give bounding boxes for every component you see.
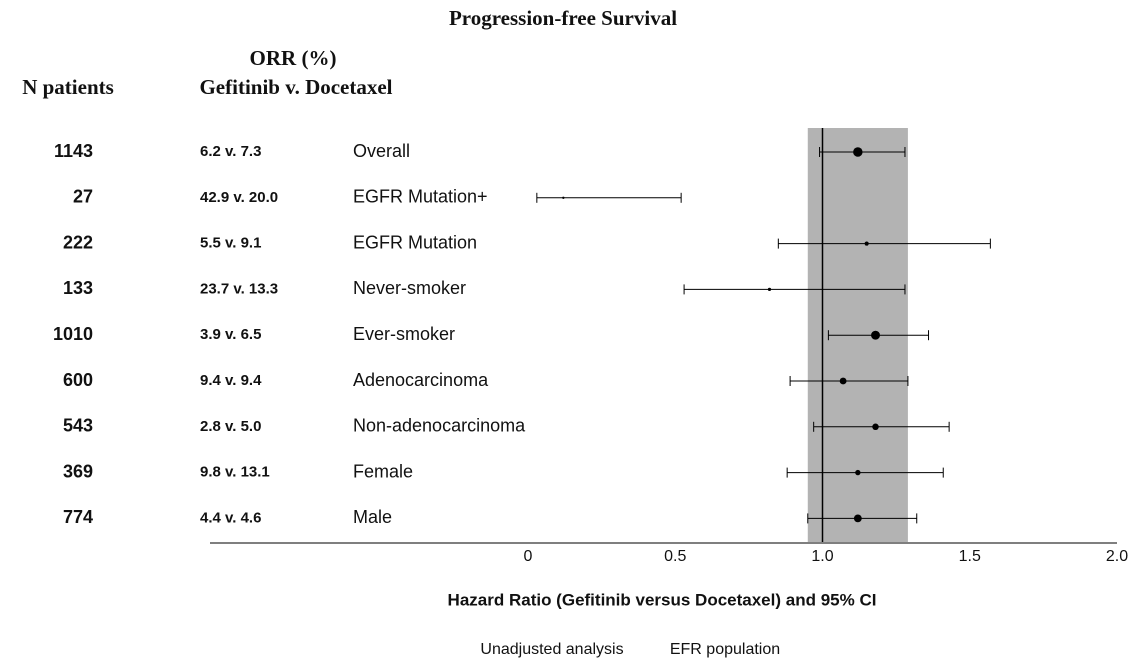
orr-value: 3.9 v. 6.5 <box>200 326 261 343</box>
x-tick-label: 2.0 <box>1106 548 1128 565</box>
x-tick-label: 1.0 <box>811 548 833 565</box>
orr-value: 9.4 v. 9.4 <box>200 372 262 389</box>
estimate-marker <box>871 330 880 340</box>
estimate-marker <box>864 241 869 246</box>
note: EFR population <box>670 641 780 658</box>
n-patients: 1010 <box>53 324 93 344</box>
orr-header: Gefitinib v. Docetaxel <box>199 75 392 99</box>
n-patients: 543 <box>63 416 93 436</box>
subgroup-label: Adenocarcinoma <box>353 370 489 390</box>
orr-value: 5.5 v. 9.1 <box>200 235 261 252</box>
subgroup-label: EGFR Mutation <box>353 232 477 252</box>
n-patients: 774 <box>63 507 93 527</box>
orr-value: 23.7 v. 13.3 <box>200 280 278 297</box>
orr-value: 42.9 v. 20.0 <box>200 189 278 206</box>
subgroup-label: Female <box>353 461 413 481</box>
subgroup-label: EGFR Mutation+ <box>353 187 488 207</box>
n-header: N patients <box>22 75 114 99</box>
estimate-marker <box>839 377 847 385</box>
estimate-marker <box>855 469 861 476</box>
x-tick-label: 0.5 <box>664 548 686 565</box>
estimate-marker <box>767 287 772 292</box>
note: Unadjusted analysis <box>480 641 623 658</box>
x-tick-label: 1.5 <box>959 548 981 565</box>
subgroup-label: Overall <box>353 141 410 161</box>
n-patients: 600 <box>63 370 93 390</box>
orr-value: 2.8 v. 5.0 <box>200 418 261 435</box>
orr-header: ORR (%) <box>250 46 337 70</box>
x-axis-label: Hazard Ratio (Gefitinib versus Docetaxel… <box>448 590 877 609</box>
estimate-marker <box>562 196 565 199</box>
subgroup-label: Never-smoker <box>353 278 466 298</box>
n-patients: 133 <box>63 278 93 298</box>
estimate-marker <box>853 514 862 523</box>
n-patients: 1143 <box>54 141 93 161</box>
orr-value: 6.2 v. 7.3 <box>200 143 261 160</box>
orr-value: 4.4 v. 4.6 <box>200 509 261 526</box>
orr-value: 9.8 v. 13.1 <box>200 464 270 481</box>
n-patients: 369 <box>63 461 93 481</box>
estimate-marker <box>853 147 863 157</box>
subgroup-label: Male <box>353 507 392 527</box>
subgroup-label: Non-adenocarcinoma <box>353 416 526 436</box>
n-patients: 222 <box>63 232 93 252</box>
estimate-marker <box>872 423 879 431</box>
subgroup-label: Ever-smoker <box>353 324 455 344</box>
n-patients: 27 <box>73 187 93 207</box>
chart-title: Progression-free Survival <box>449 6 677 30</box>
x-tick-label: 0 <box>524 548 533 565</box>
